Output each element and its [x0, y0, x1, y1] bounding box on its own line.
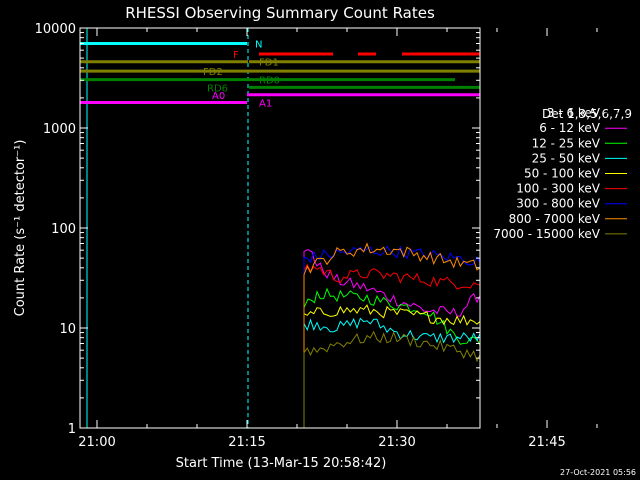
flag-label-fd2: FD2 [203, 67, 223, 78]
legend-label-2: 12 - 25 keV [532, 136, 601, 150]
legend-label-3: 25 - 50 keV [532, 151, 601, 165]
series-line-0 [303, 235, 480, 428]
legend-label-0: 3 - 6 keV [547, 106, 601, 120]
x-tick-label-3: 21:45 [528, 435, 565, 450]
y-tick-label-1: 10 [59, 322, 76, 337]
y-tick-label-2: 100 [51, 222, 76, 237]
legend-label-4: 50 - 100 keV [524, 167, 601, 181]
series-line-6 [303, 245, 480, 428]
series-line-3 [303, 317, 480, 428]
axes: 21:0021:1521:3021:4522:0022:1522:3011010… [35, 22, 598, 450]
legend-label-8: 7000 - 15000 keV [493, 227, 600, 241]
y-tick-label-4: 10000 [35, 22, 76, 37]
y-tick-label-0: 1 [68, 422, 76, 437]
y-axis-label: Count Rate (s⁻¹ detector⁻¹) [13, 140, 28, 317]
footer-timestamp: 27-Oct-2021 05:56 [560, 468, 636, 477]
flag-label-n: N [255, 39, 262, 50]
flag-label-rd0: RD0 [259, 76, 280, 87]
x-axis-label: Start Time (13-Mar-15 20:58:42) [176, 456, 387, 471]
x-tick-label-1: 21:15 [228, 435, 265, 450]
legend-label-1: 6 - 12 keV [539, 121, 601, 135]
series-line-7 [303, 242, 480, 428]
series-line-2 [303, 287, 480, 428]
series-line-5 [303, 263, 480, 428]
legend-label-5: 100 - 300 keV [516, 182, 600, 196]
legend-label-7: 800 - 7000 keV [509, 212, 601, 226]
chart-title: RHESSI Observing Summary Count Rates [125, 4, 435, 22]
flag-label-fd1: FD1 [259, 58, 279, 69]
y-tick-label-3: 1000 [43, 122, 76, 137]
series-line-8 [303, 330, 480, 428]
series-line-1 [303, 249, 480, 428]
x-tick-label-0: 21:00 [78, 435, 115, 450]
flag-label-rd6: RD6 [207, 83, 228, 94]
legend-label-6: 300 - 800 keV [516, 197, 600, 211]
flag-label-a1: A1 [259, 98, 272, 109]
series-line-4 [303, 304, 480, 428]
legend-title: Det 1,3,5,6,7,9 [542, 107, 632, 121]
flag-label-f: F [233, 50, 239, 61]
x-tick-label-2: 21:30 [378, 435, 415, 450]
flag-label-a0: A0 [212, 91, 225, 102]
